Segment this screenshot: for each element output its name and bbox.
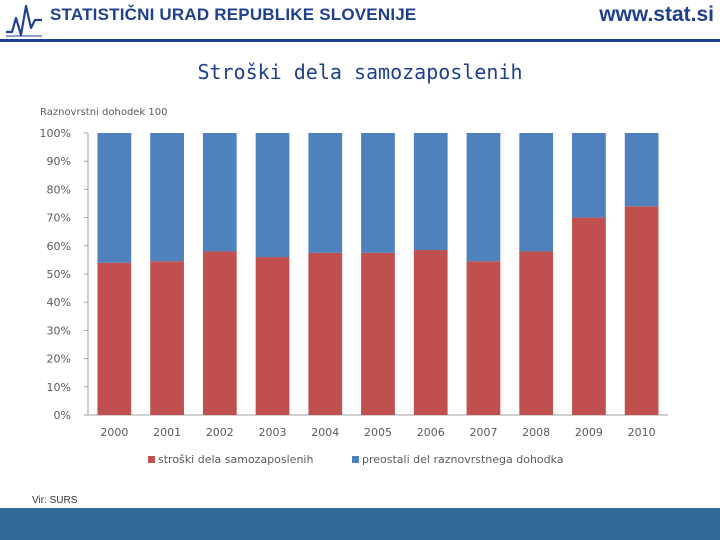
bar-labor-costs-2003 (255, 257, 290, 415)
footer-band (0, 508, 720, 540)
bar-labor-costs-2009 (572, 217, 606, 415)
x-tick-label: 2000 (100, 426, 128, 439)
bars (97, 133, 659, 415)
bar-labor-costs-2007 (466, 261, 501, 415)
y-tick-label: 90% (47, 155, 71, 168)
x-tick-label: 2005 (364, 426, 392, 439)
y-tick-label: 0% (54, 409, 71, 422)
header-divider (0, 39, 720, 42)
x-tick-label: 2002 (206, 426, 234, 439)
y-tick-label: 50% (47, 268, 71, 281)
x-tick-label: 2001 (153, 426, 181, 439)
website-link[interactable]: www.stat.si (599, 3, 714, 26)
bar-remaining-income-2010 (624, 133, 659, 207)
bar-remaining-income-2005 (361, 133, 395, 253)
y-tick-label: 100% (40, 127, 71, 140)
source-note: Vir: SURS (32, 495, 78, 506)
y-tick-label: 30% (47, 324, 71, 337)
bar-labor-costs-2005 (361, 252, 395, 415)
bar-remaining-income-2007 (466, 133, 501, 262)
y-tick-label: 10% (47, 381, 71, 394)
x-tick-label: 2009 (575, 426, 603, 439)
bar-labor-costs-2002 (202, 251, 237, 415)
legend: stroški dela samozaposlenih preostali del… (148, 453, 564, 466)
bar-labor-costs-2010 (624, 206, 659, 415)
surs-logo-icon (6, 4, 42, 37)
bar-remaining-income-2000 (97, 133, 132, 263)
y-tick-label: 60% (47, 240, 71, 253)
y-tick-label: 20% (47, 353, 71, 366)
y-tick-label: 70% (47, 212, 71, 225)
legend-swatch (148, 456, 155, 463)
bar-remaining-income-2006 (413, 133, 448, 251)
y-tick-label: 80% (47, 183, 71, 196)
slide-title: Stroški dela samozaposlenih (197, 60, 523, 84)
header: STATISTIČNI URAD REPUBLIKE SLOVENIJE www… (0, 0, 720, 42)
stacked-bar-chart: Raznovrstni dohodek 100 0% 10% 20% 30% 40% 50… (40, 107, 668, 466)
bar-remaining-income-2003 (255, 133, 290, 258)
x-tick-label: 2008 (522, 426, 550, 439)
y-axis: 0% 10% 20% 30% 40% 50% 60% 70% 80% 90% 100% (40, 127, 668, 422)
legend-swatch (352, 456, 359, 463)
bar-labor-costs-2001 (150, 261, 184, 415)
bar-labor-costs-2008 (519, 251, 554, 415)
x-tick-label: 2010 (628, 426, 656, 439)
x-tick-label: 2004 (311, 426, 339, 439)
x-tick-label: 2007 (469, 426, 497, 439)
bar-remaining-income-2001 (150, 133, 184, 262)
bar-labor-costs-2006 (413, 250, 448, 415)
x-tick-label: 2003 (259, 426, 287, 439)
bar-remaining-income-2002 (202, 133, 237, 252)
bar-labor-costs-2000 (97, 262, 132, 415)
x-tick-label: 2006 (417, 426, 445, 439)
bar-remaining-income-2004 (308, 133, 343, 253)
bar-labor-costs-2004 (308, 252, 343, 415)
organization-name: STATISTIČNI URAD REPUBLIKE SLOVENIJE (50, 5, 417, 24)
bar-remaining-income-2009 (572, 133, 606, 218)
legend-label: preostali del raznovrstnega dohodka (362, 453, 564, 466)
y-tick-label: 40% (47, 296, 71, 309)
bar-remaining-income-2008 (519, 133, 554, 252)
chart-subtitle: Raznovrstni dohodek 100 (40, 107, 168, 118)
x-axis-labels: 2000 2001 2002 2003 2004 2005 2006 2007 2008 2009… (100, 426, 655, 439)
legend-label: stroški dela samozaposlenih (158, 453, 313, 466)
